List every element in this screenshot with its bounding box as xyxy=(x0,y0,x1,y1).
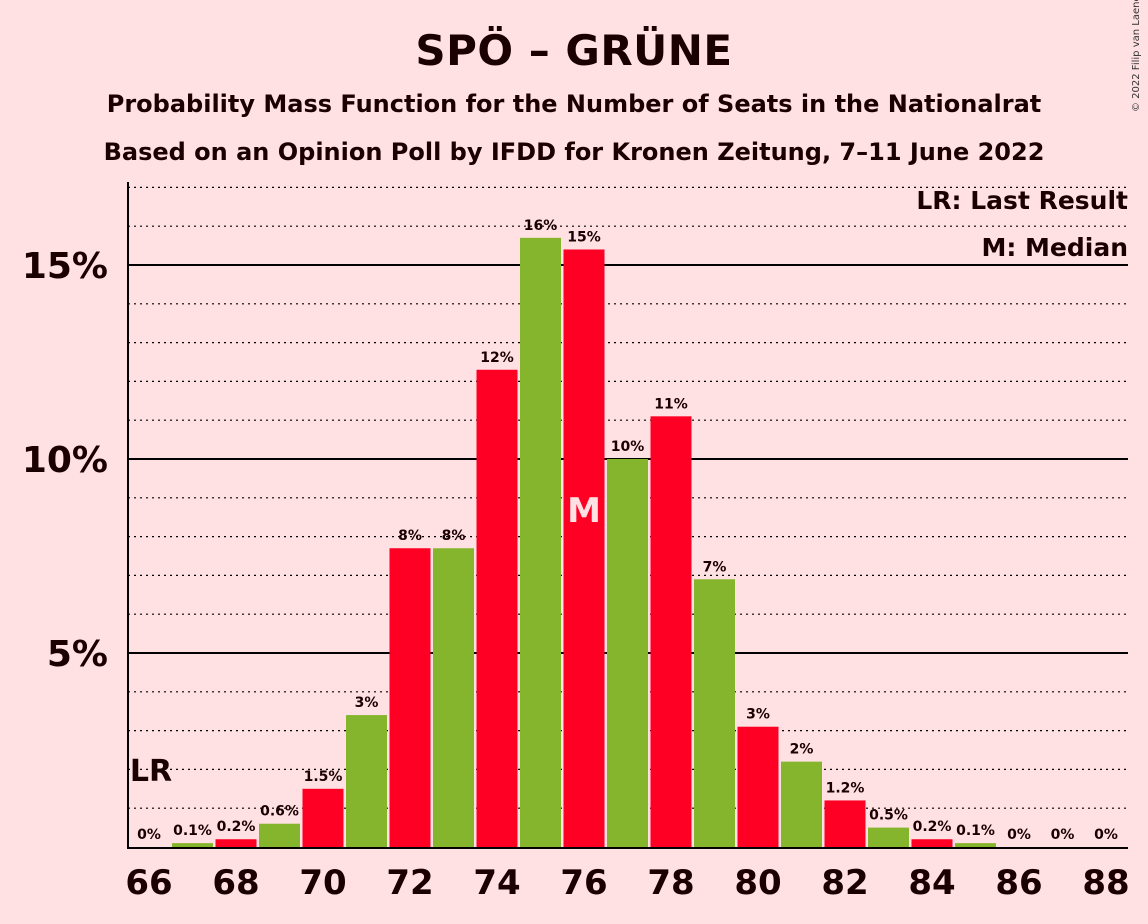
value-label: 8% xyxy=(442,528,466,544)
value-label: 15% xyxy=(567,229,601,245)
x-tick-labels: 66 68 70 72 74 76 78 80 82 84 86 88 xyxy=(125,863,1129,903)
x-tick-label: 84 xyxy=(908,863,955,903)
bar-seat-77 xyxy=(607,459,648,847)
bar-seat-69 xyxy=(259,823,300,847)
bar-seat-75 xyxy=(520,237,561,848)
value-label: 3% xyxy=(355,695,379,711)
x-tick-label: 86 xyxy=(995,863,1042,903)
value-label: 0% xyxy=(1051,827,1075,843)
bar-seat-79 xyxy=(694,579,735,847)
value-label: 1.2% xyxy=(826,780,865,796)
x-tick-label: 78 xyxy=(647,863,694,903)
chart-subtitle: Probability Mass Function for the Number… xyxy=(106,90,1042,118)
y-tick-label: 15% xyxy=(22,246,108,287)
bar-seat-67 xyxy=(172,843,213,847)
x-tick-label: 80 xyxy=(734,863,781,903)
legend-last-result: LR: Last Result xyxy=(916,186,1128,215)
x-tick-label: 68 xyxy=(212,863,259,903)
legend-median: M: Median xyxy=(981,233,1128,262)
y-tick-label: 5% xyxy=(47,634,108,675)
y-tick-labels: 5% 10% 15% xyxy=(22,246,108,675)
y-tick-label: 10% xyxy=(22,440,108,481)
chart-title: SPÖ – GRÜNE xyxy=(415,26,733,75)
value-label: 0% xyxy=(1007,827,1031,843)
axes xyxy=(127,182,1128,849)
bar-seat-82 xyxy=(824,800,866,847)
bars xyxy=(172,237,996,848)
value-label: 0.6% xyxy=(260,804,299,820)
value-label: 10% xyxy=(611,439,645,455)
bar-seat-81 xyxy=(781,761,822,847)
value-label: 11% xyxy=(654,396,688,412)
copyright-notice: © 2022 Filip van Laenen xyxy=(1131,0,1142,112)
bar-seat-73 xyxy=(433,548,474,847)
bar-seat-83 xyxy=(868,827,909,847)
bar-seat-85 xyxy=(955,843,996,847)
value-label: 7% xyxy=(703,559,727,575)
value-label: 1.5% xyxy=(304,769,343,785)
bar-seat-71 xyxy=(346,715,387,847)
median-marker: M xyxy=(567,491,601,531)
bar-seat-80 xyxy=(737,726,779,847)
value-label: 0.1% xyxy=(173,823,212,839)
x-tick-label: 74 xyxy=(473,863,520,903)
value-label: 0.2% xyxy=(913,819,952,835)
value-label: 16% xyxy=(524,218,558,234)
value-label: 0.1% xyxy=(956,823,995,839)
x-tick-label: 82 xyxy=(821,863,868,903)
chart-source: Based on an Opinion Poll by IFDD for Kro… xyxy=(103,138,1045,166)
bar-seat-76 xyxy=(563,249,605,848)
bar-seat-72 xyxy=(389,548,431,847)
x-tick-label: 88 xyxy=(1082,863,1129,903)
bar-seat-84 xyxy=(911,839,953,847)
value-label: 3% xyxy=(746,707,770,723)
bar-seat-78 xyxy=(650,416,692,847)
bar-seat-74 xyxy=(476,369,518,847)
markers: LR M xyxy=(130,491,601,789)
value-label: 2% xyxy=(790,742,814,758)
bar-seat-70 xyxy=(302,788,344,847)
value-label: 0% xyxy=(137,827,161,843)
value-labels: 0% 0.1% 0.2%0.6%1.5%3%8% 8%12%16%15%10%11%7… xyxy=(137,218,1118,843)
value-label: 0.2% xyxy=(217,819,256,835)
value-label: 0.5% xyxy=(869,808,908,824)
x-tick-label: 70 xyxy=(299,863,346,903)
value-label: 8% xyxy=(398,528,422,544)
x-tick-label: 66 xyxy=(125,863,172,903)
last-result-marker: LR xyxy=(130,754,172,789)
value-label: 0% xyxy=(1094,827,1118,843)
bar-seat-68 xyxy=(215,839,257,847)
value-label: 12% xyxy=(480,350,514,366)
x-tick-label: 72 xyxy=(386,863,433,903)
x-tick-label: 76 xyxy=(560,863,607,903)
